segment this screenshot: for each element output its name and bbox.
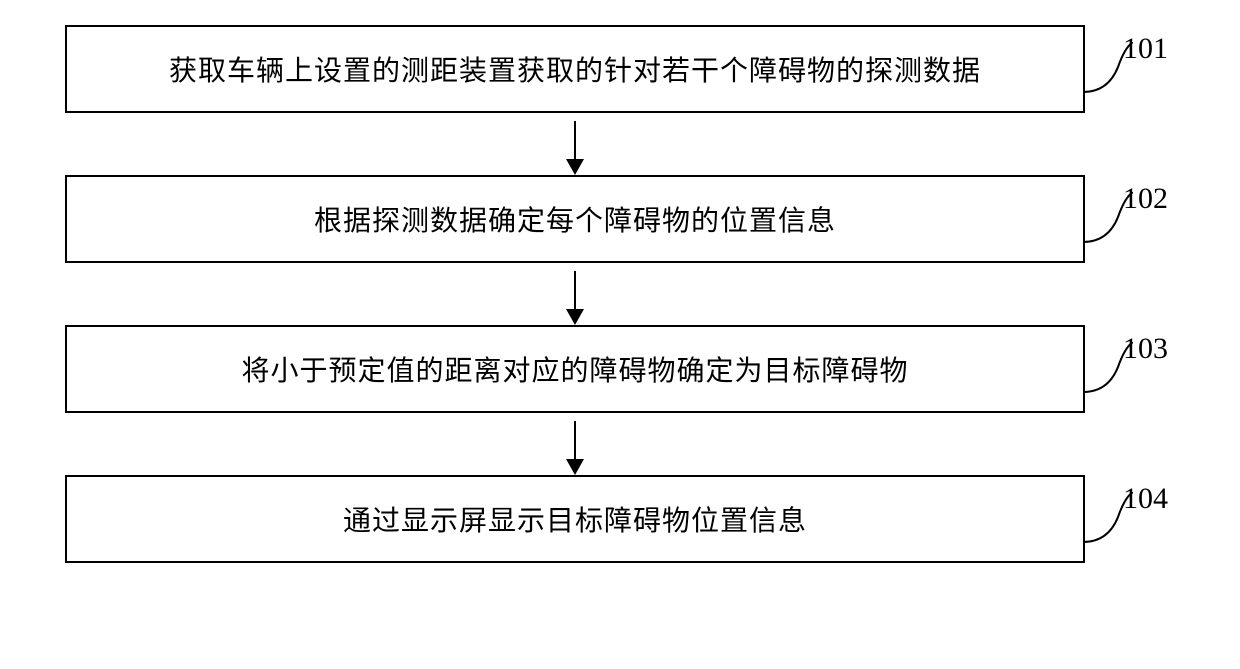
step-text: 根据探测数据确定每个障碍物的位置信息: [314, 199, 836, 239]
arrow-down-icon: [65, 413, 1085, 475]
flowchart-step-2: 根据探测数据确定每个障碍物的位置信息 102: [65, 175, 1085, 263]
step-label: 103: [1123, 332, 1168, 366]
step-label: 102: [1123, 182, 1168, 216]
step-text: 将小于预定值的距离对应的障碍物确定为目标障碍物: [241, 349, 908, 389]
arrow-head: [566, 459, 584, 475]
arrow-down-icon: [65, 113, 1085, 175]
step-text: 获取车辆上设置的测距装置获取的针对若干个障碍物的探测数据: [169, 49, 981, 89]
step-text: 通过显示屏显示目标障碍物位置信息: [343, 499, 807, 539]
flowchart-step-1: 获取车辆上设置的测距装置获取的针对若干个障碍物的探测数据 101: [65, 25, 1085, 113]
arrow-head: [566, 159, 584, 175]
flowchart-step-4: 通过显示屏显示目标障碍物位置信息 104: [65, 475, 1085, 563]
flowchart-step-3: 将小于预定值的距离对应的障碍物确定为目标障碍物 103: [65, 325, 1085, 413]
arrow-down-icon: [65, 263, 1085, 325]
step-label: 101: [1123, 32, 1168, 66]
flowchart-container: 获取车辆上设置的测距装置获取的针对若干个障碍物的探测数据 101 根据探测数据确…: [65, 25, 1175, 563]
arrow-head: [566, 309, 584, 325]
step-label: 104: [1123, 482, 1168, 516]
